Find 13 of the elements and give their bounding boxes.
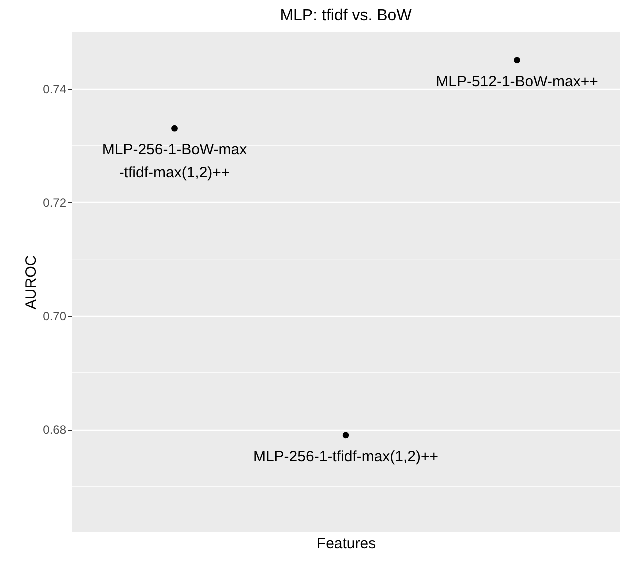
series-label: MLP-256-1-BoW-max -tfidf-max(1,2)++ (102, 142, 248, 182)
point (172, 125, 178, 132)
y-tick-label: 0.72 (43, 196, 67, 210)
chart-title: MLP: tfidf vs. BoW (280, 8, 413, 25)
point (514, 57, 520, 64)
y-tick-label: 0.68 (43, 423, 67, 438)
x-axis-title: Features (316, 536, 376, 552)
y-tick-label: 0.70 (43, 310, 67, 324)
y-axis-title: AUROC (23, 255, 40, 310)
series-label: MLP-512-1-BoW-max++ (436, 73, 599, 90)
point (342, 432, 350, 439)
series-label: MLP-256-1-tfidf-max(1,2)++ (253, 448, 439, 466)
y-tick-label: 0.74 (43, 82, 67, 96)
